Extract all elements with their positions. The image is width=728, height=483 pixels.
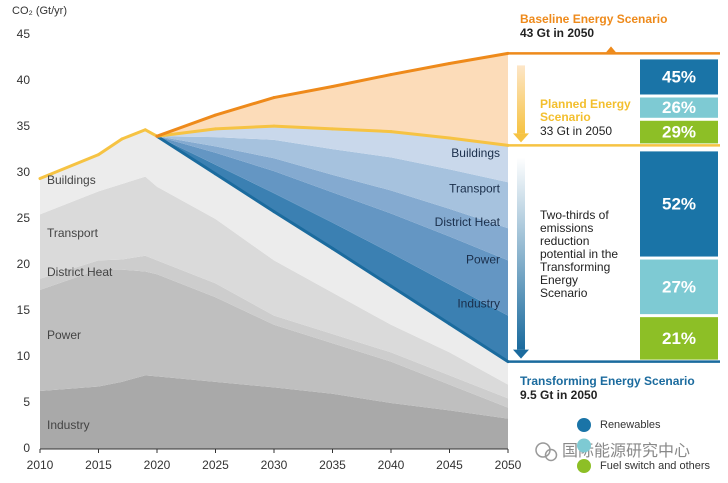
arrow <box>517 65 525 134</box>
legend-swatch <box>577 459 591 473</box>
sector-label: Buildings <box>47 173 96 187</box>
area <box>157 136 508 229</box>
scenario-line <box>448 51 510 66</box>
x-tick-label: 2015 <box>85 458 112 472</box>
area <box>157 53 508 146</box>
scenario-line <box>389 62 451 77</box>
share-bar <box>640 59 718 95</box>
y-tick-label: 40 <box>17 73 31 87</box>
area <box>40 176 508 399</box>
baseline-value: 43 Gt in 2050 <box>520 26 595 40</box>
scenario-line <box>272 85 334 100</box>
y-tick-label: 20 <box>17 257 31 271</box>
share-label: 27% <box>662 277 696 296</box>
x-tick-label: 2025 <box>202 458 229 472</box>
scenario-line <box>155 134 217 176</box>
share-bar <box>640 151 718 257</box>
share-label: 29% <box>662 123 696 142</box>
x-tick-label: 2010 <box>27 458 54 472</box>
planned-label: Planned Energy Scenario <box>540 97 631 124</box>
x-tick-label: 2050 <box>495 458 522 472</box>
scenario-line <box>272 210 334 250</box>
sector-label: Buildings <box>451 146 500 160</box>
area <box>40 255 508 408</box>
y-tick-label: 35 <box>17 119 31 133</box>
x-tick-label: 2020 <box>144 458 171 472</box>
x-tick-label: 2045 <box>436 458 463 472</box>
areas <box>40 53 508 449</box>
potential-note: Two-thirds of emissions reduction potent… <box>540 208 619 300</box>
legend-swatch <box>577 418 591 432</box>
scenario-line <box>97 137 124 157</box>
scenario-line <box>331 246 393 288</box>
scenario-line <box>214 172 276 214</box>
sector-label: District Heat <box>435 215 501 229</box>
arrow-head <box>513 133 529 143</box>
scenario-line <box>155 127 217 138</box>
arrow <box>517 157 525 350</box>
area <box>157 126 508 183</box>
scenario-line <box>38 153 100 181</box>
area <box>40 269 508 419</box>
y-tick-label: 30 <box>17 165 31 179</box>
share-bar <box>640 97 718 118</box>
watermark-text: 国际能源研究中心 <box>562 442 690 460</box>
scenario-line <box>389 284 451 326</box>
share-label: 26% <box>662 98 696 117</box>
scenario-line <box>448 136 510 147</box>
scenario-line <box>331 127 393 134</box>
scenario-line <box>389 130 451 140</box>
y-tick-label: 5 <box>23 395 30 409</box>
y-tick-label: 10 <box>17 349 31 363</box>
y-tick-label: 15 <box>17 303 31 317</box>
transforming-label: Transforming Energy Scenario <box>520 374 695 388</box>
arrow-head <box>513 349 529 359</box>
scenario-line <box>214 96 276 117</box>
lines <box>38 51 510 364</box>
scenario-line <box>331 73 393 89</box>
sector-label: Power <box>47 328 81 342</box>
sector-label: Transport <box>449 181 501 195</box>
scenario-line <box>214 124 276 131</box>
sector-label: District Heat <box>47 265 113 279</box>
x-tick-label: 2040 <box>378 458 405 472</box>
legend-swatch <box>577 438 591 453</box>
share-bar <box>640 259 718 315</box>
share-bar <box>640 120 718 144</box>
y-tick-label: 25 <box>17 211 31 225</box>
share-label: 52% <box>662 194 696 213</box>
sector-label: Transport <box>47 226 99 240</box>
sector-label: Industry <box>47 418 90 432</box>
marker <box>606 46 616 53</box>
area <box>40 375 508 449</box>
watermark: 国际能源研究中心 <box>535 442 690 462</box>
share-label: 21% <box>662 329 696 348</box>
y-axis-label: CO₂ (Gt/yr) <box>12 5 67 17</box>
share-bar <box>640 317 718 360</box>
y-tick-label: 45 <box>17 27 31 41</box>
sector-label: Power <box>466 253 500 267</box>
scenario-line <box>155 113 217 138</box>
scenario-line <box>143 128 159 138</box>
scenario-line <box>448 322 510 364</box>
y-tick-label: 0 <box>23 441 30 455</box>
planned-value: 33 Gt in 2050 <box>540 124 613 138</box>
scenario-line <box>120 128 147 141</box>
x-tick-label: 2035 <box>319 458 346 472</box>
sector-label: Industry <box>457 296 500 310</box>
baseline-label: Baseline Energy Scenario <box>520 12 668 26</box>
share-label: 45% <box>662 67 696 86</box>
area <box>40 129 508 385</box>
legend-label: Renewables <box>600 419 661 431</box>
transforming-value: 9.5 Gt in 2050 <box>520 388 598 402</box>
x-tick-label: 2030 <box>261 458 288 472</box>
scenario-line <box>272 124 334 131</box>
legend-label: Fuel switch and others <box>600 460 711 472</box>
